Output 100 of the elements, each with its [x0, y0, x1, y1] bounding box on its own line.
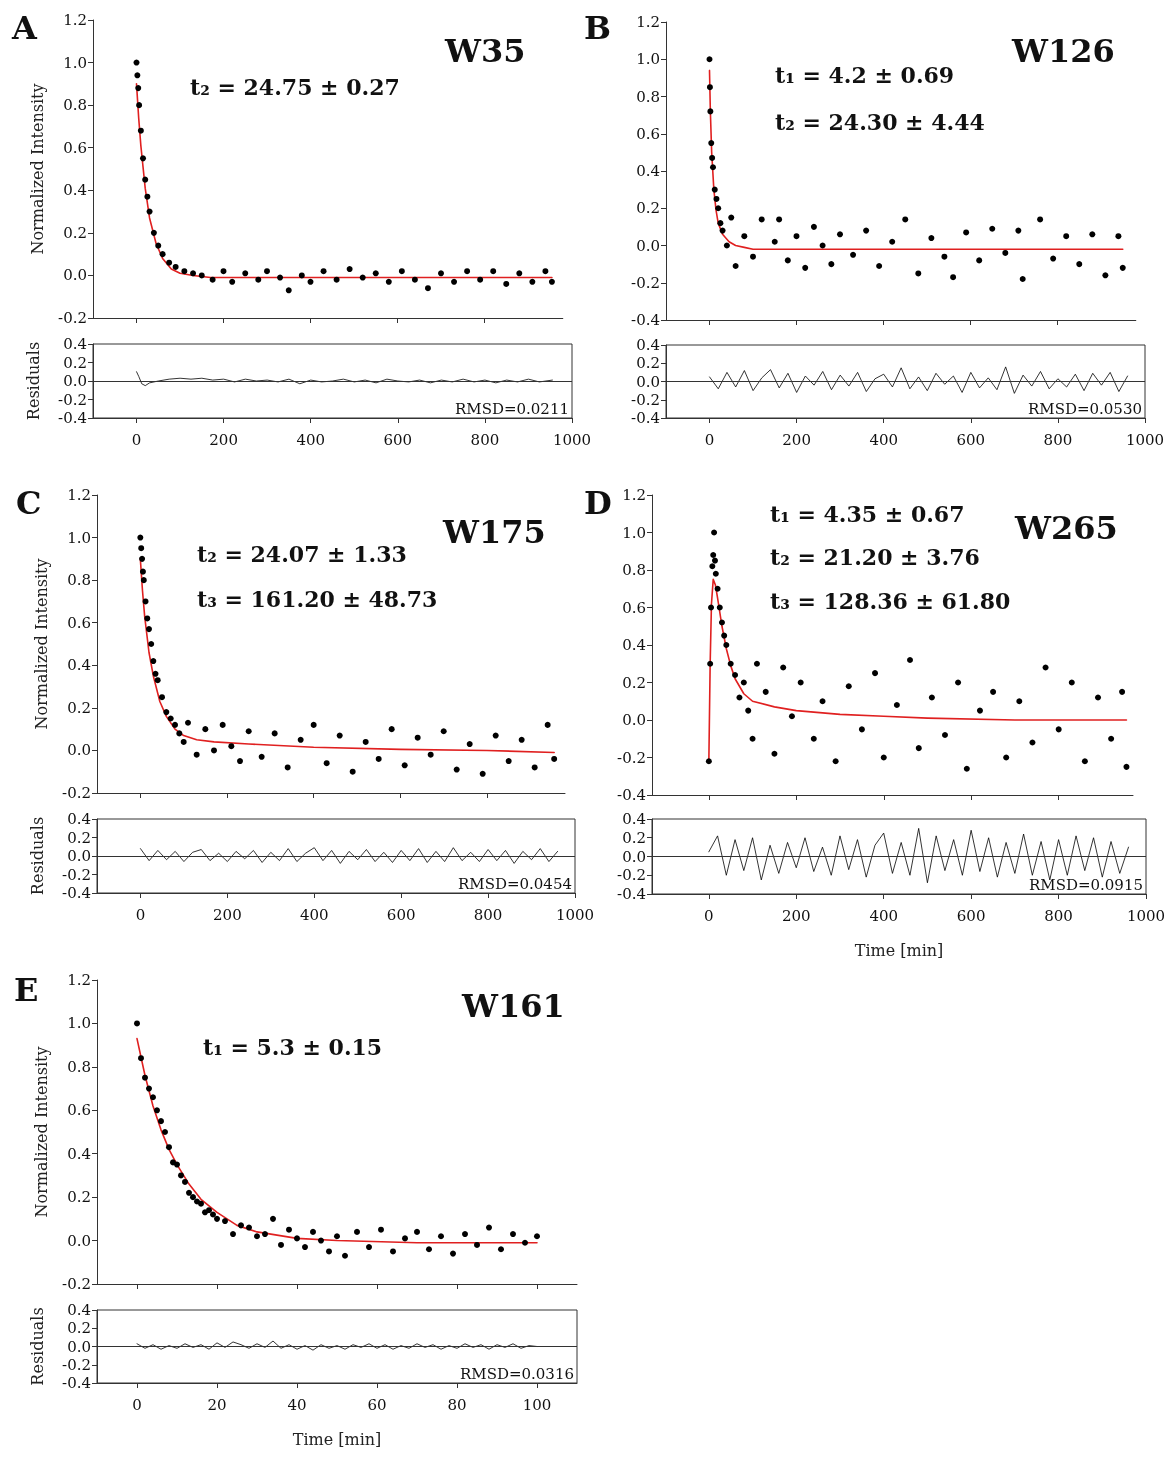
y-tick-label: 0.0	[67, 1231, 91, 1250]
y-tick-label: 0.0	[67, 847, 91, 865]
x-tick-label: 40	[287, 1395, 307, 1414]
y-tick-label: 0.2	[63, 353, 87, 372]
y-axis-title: Residuals	[23, 341, 43, 421]
y-tick-label: 0.2	[636, 354, 660, 373]
y-tick-label: 0.6	[67, 1101, 91, 1120]
x-axis-title: Time [min]	[854, 940, 944, 960]
y-tick-label: -0.2	[617, 748, 646, 767]
y-tick-label: -0.4	[62, 884, 91, 902]
y-tick-label: 0.4	[636, 162, 660, 180]
x-tick-label: 800	[470, 430, 500, 449]
y-tick-label: 0.0	[622, 711, 646, 729]
y-tick-label: -0.2	[62, 1275, 91, 1293]
y-tick-label: -0.2	[617, 866, 646, 885]
x-tick-label: 1000	[555, 905, 595, 924]
text: W265	[1014, 509, 1118, 547]
y-tick-label: 0.4	[67, 656, 91, 675]
x-tick-label: 80	[447, 1395, 467, 1414]
y-tick-label: 1.0	[622, 523, 646, 542]
y-tick-label: 0.0	[63, 266, 87, 285]
y-tick-label: 0.6	[63, 138, 87, 157]
y-axis-title: Normalized Intensity	[31, 1046, 51, 1218]
y-tick-label: 0.6	[622, 598, 646, 617]
x-tick-label: 0	[704, 906, 714, 925]
annotation: RMSD=0.0316	[459, 1364, 575, 1383]
y-tick-label: 0.2	[63, 223, 87, 242]
y-tick-label: 0.0	[636, 372, 660, 391]
y-tick-label: 0.2	[636, 199, 660, 218]
y-tick-label: 0.2	[622, 828, 646, 847]
y-axis-title: Normalized Intensity	[27, 83, 47, 255]
y-tick-label: 1.0	[636, 50, 660, 69]
y-tick-label: 1.2	[622, 486, 646, 504]
y-tick-label: 0.4	[67, 1144, 91, 1163]
y-axis-title: Normalized Intensity	[31, 558, 51, 730]
y-tick-label: 0.4	[636, 336, 660, 354]
text: W175	[442, 513, 546, 551]
y-axis-title: Residuals	[27, 816, 47, 896]
y-tick-label: 1.2	[636, 13, 660, 31]
y-tick-label: -0.2	[62, 1355, 91, 1374]
y-tick-label: 0.0	[636, 236, 660, 255]
text: E	[14, 971, 39, 1009]
y-tick-label: 0.0	[63, 372, 87, 390]
x-axis-title: Time [min]	[292, 1429, 382, 1449]
y-tick-label: 0.8	[67, 1057, 91, 1076]
annotation: RMSD=0.0454	[457, 874, 573, 893]
x-tick-label: 200	[782, 430, 811, 449]
y-tick-label: 0.8	[63, 96, 87, 115]
text: C	[16, 484, 42, 522]
y-tick-label: 0.2	[67, 1319, 91, 1338]
y-tick-label: -0.4	[58, 409, 87, 427]
x-tick-label: 0	[131, 430, 142, 449]
y-tick-label: 0.0	[622, 847, 646, 866]
x-tick-label: 600	[386, 905, 416, 924]
y-tick-label: 0.0	[67, 1337, 91, 1356]
text: A	[11, 9, 38, 47]
y-tick-label: -0.2	[58, 309, 87, 327]
y-tick-label: 1.2	[67, 486, 91, 504]
annotation: RMSD=0.0915	[1028, 875, 1144, 894]
x-tick-label: 60	[367, 1395, 387, 1414]
x-tick-label: 1000	[1126, 906, 1166, 925]
x-tick-label: 1000	[1125, 430, 1165, 449]
x-tick-label: 400	[869, 906, 899, 925]
x-tick-label: 400	[296, 430, 326, 449]
y-axis-title: Residuals	[27, 1307, 47, 1386]
x-tick-label: 200	[213, 905, 242, 924]
y-tick-label: 0.4	[67, 810, 91, 828]
chart-title: W35	[444, 32, 526, 70]
annotation: t₂ = 21.20 ± 3.76	[770, 544, 980, 570]
annotation: t₁ = 4.2 ± 0.69	[775, 62, 955, 88]
x-tick-label: 600	[956, 430, 986, 449]
x-tick-label: 600	[383, 430, 413, 449]
annotation: t₃ = 128.36 ± 61.80	[770, 588, 1011, 614]
y-tick-label: 0.4	[622, 636, 646, 654]
y-tick-label: 1.0	[67, 1014, 91, 1033]
x-tick-label: 200	[781, 906, 811, 925]
y-tick-label: 0.8	[636, 87, 660, 106]
text: D	[584, 484, 612, 522]
x-tick-label: 100	[522, 1395, 552, 1414]
y-tick-label: 0.4	[63, 181, 87, 200]
x-tick-label: 800	[1043, 430, 1073, 449]
y-tick-label: 0.2	[67, 828, 91, 847]
y-tick-label: 0.6	[636, 124, 660, 143]
x-tick-label: 600	[956, 906, 986, 925]
annotation: RMSD=0.0530	[1027, 399, 1143, 418]
y-tick-label: -0.2	[631, 273, 660, 292]
x-tick-label: 200	[209, 430, 238, 449]
annotation: t₂ = 24.30 ± 4.44	[775, 109, 985, 135]
y-tick-label: 1.0	[67, 528, 91, 547]
y-tick-label: 0.8	[67, 571, 91, 590]
x-tick-label: 20	[207, 1395, 227, 1414]
x-tick-label: 0	[135, 905, 146, 924]
y-tick-label: 0.2	[67, 1188, 91, 1207]
y-tick-label: -0.2	[62, 865, 91, 884]
y-tick-label: -0.4	[631, 311, 660, 329]
chart-title: W161	[461, 987, 565, 1025]
y-tick-label: 0.0	[67, 741, 91, 760]
x-tick-label: 400	[869, 430, 899, 449]
x-tick-label: 400	[299, 905, 329, 924]
y-tick-label: -0.2	[58, 390, 87, 409]
